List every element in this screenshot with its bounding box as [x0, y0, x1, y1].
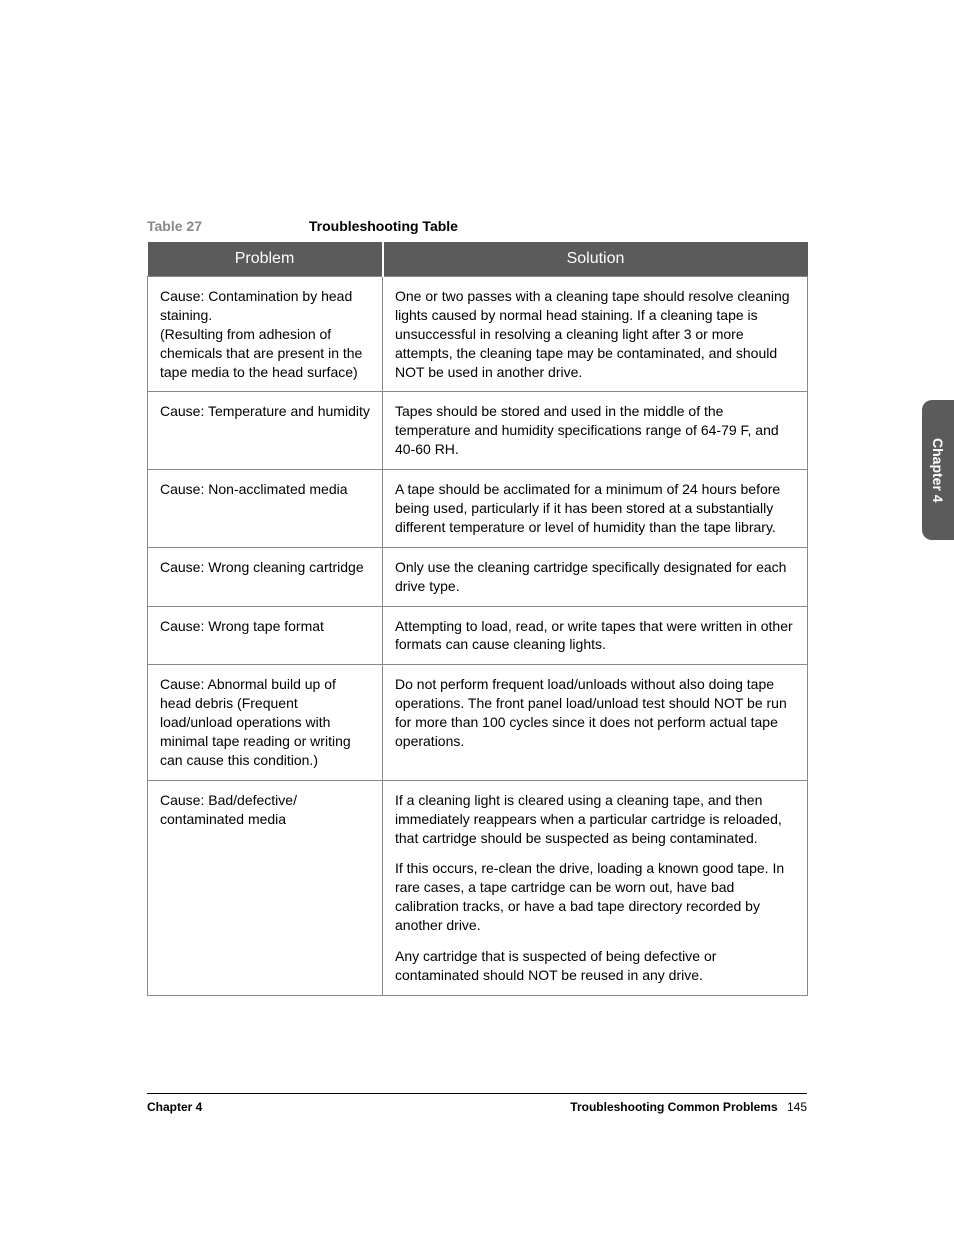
page-content: Table 27 Troubleshooting Table Problem S…: [147, 218, 807, 996]
solution-cell: Do not perform frequent load/unloads wit…: [383, 665, 808, 780]
solution-paragraph: If this occurs, re-clean the drive, load…: [395, 859, 795, 935]
col-header-problem: Problem: [148, 242, 383, 277]
footer-rule: [147, 1093, 807, 1094]
problem-cell: Cause: Abnormal build up of head debris …: [148, 665, 383, 780]
solution-cell: Tapes should be stored and used in the m…: [383, 392, 808, 470]
solution-paragraph: Do not perform frequent load/unloads wit…: [395, 675, 795, 751]
table-row: Cause: Abnormal build up of head debris …: [148, 665, 808, 780]
problem-cell: Cause: Non-acclimated media: [148, 470, 383, 548]
table-row: Cause: Wrong tape format Attempting to lo…: [148, 606, 808, 665]
problem-cell: Cause: Wrong tape format: [148, 606, 383, 665]
footer-page-number: 145: [787, 1100, 807, 1114]
chapter-side-tab: Chapter 4: [922, 400, 954, 540]
solution-cell: One or two passes with a cleaning tape s…: [383, 277, 808, 392]
table-row: Cause: Contamination by head staining. (…: [148, 277, 808, 392]
solution-cell: A tape should be acclimated for a minimu…: [383, 470, 808, 548]
table-number: Table 27: [147, 218, 305, 234]
troubleshooting-table: Problem Solution Cause: Contamination by…: [147, 242, 808, 996]
solution-paragraph: One or two passes with a cleaning tape s…: [395, 287, 795, 381]
solution-paragraph: Only use the cleaning cartridge specific…: [395, 558, 795, 596]
footer-section-title: Troubleshooting Common Problems: [570, 1100, 777, 1114]
problem-cell: Cause: Wrong cleaning cartridge: [148, 547, 383, 606]
footer-right: Troubleshooting Common Problems 145: [570, 1100, 807, 1114]
solution-cell: Only use the cleaning cartridge specific…: [383, 547, 808, 606]
table-title: Troubleshooting Table: [309, 218, 458, 234]
table-row: Cause: Wrong cleaning cartridge Only use …: [148, 547, 808, 606]
footer-chapter: Chapter 4: [147, 1100, 202, 1114]
solution-paragraph: A tape should be acclimated for a minimu…: [395, 480, 795, 537]
problem-cell: Cause: Temperature and humidity: [148, 392, 383, 470]
table-row: Cause: Bad/defective/ contaminated media…: [148, 780, 808, 995]
table-caption: Table 27 Troubleshooting Table: [147, 218, 807, 234]
col-header-solution: Solution: [383, 242, 808, 277]
solution-cell: If a cleaning light is cleared using a c…: [383, 780, 808, 995]
solution-cell: Attempting to load, read, or write tapes…: [383, 606, 808, 665]
problem-cell: Cause: Contamination by head staining. (…: [148, 277, 383, 392]
problem-cell: Cause: Bad/defective/ contaminated media: [148, 780, 383, 995]
solution-paragraph: Any cartridge that is suspected of being…: [395, 947, 795, 985]
solution-paragraph: Tapes should be stored and used in the m…: [395, 402, 795, 459]
solution-paragraph: If a cleaning light is cleared using a c…: [395, 791, 795, 848]
table-row: Cause: Non-acclimated mediaA tape should…: [148, 470, 808, 548]
solution-paragraph: Attempting to load, read, or write tapes…: [395, 617, 795, 655]
table-row: Cause: Temperature and humidityTapes sho…: [148, 392, 808, 470]
page-footer: Chapter 4 Troubleshooting Common Problem…: [147, 1100, 807, 1114]
side-tab-label: Chapter 4: [930, 438, 946, 503]
table-header-row: Problem Solution: [148, 242, 808, 277]
